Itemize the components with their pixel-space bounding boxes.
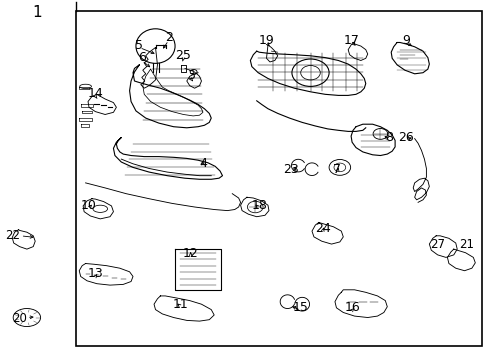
Text: 23: 23 xyxy=(283,163,298,176)
Text: 4: 4 xyxy=(199,157,206,170)
Text: 26: 26 xyxy=(397,131,413,144)
Text: 14: 14 xyxy=(87,87,103,100)
Text: 7: 7 xyxy=(333,163,341,176)
Text: 24: 24 xyxy=(314,222,330,235)
Text: 27: 27 xyxy=(429,238,444,251)
Text: 20: 20 xyxy=(12,312,27,325)
Text: 19: 19 xyxy=(258,34,274,47)
Text: 22: 22 xyxy=(5,229,20,242)
Text: 13: 13 xyxy=(87,267,103,280)
Text: 18: 18 xyxy=(251,199,266,212)
Text: 25: 25 xyxy=(175,49,191,62)
Text: 2: 2 xyxy=(164,31,172,44)
Text: 9: 9 xyxy=(401,34,409,47)
Text: 15: 15 xyxy=(292,301,308,314)
Text: 21: 21 xyxy=(459,238,473,251)
Bar xyxy=(76,11,481,346)
Text: 5: 5 xyxy=(135,39,143,51)
Text: 11: 11 xyxy=(173,298,188,311)
Text: 10: 10 xyxy=(81,199,97,212)
Text: 3: 3 xyxy=(186,69,194,82)
Text: 6: 6 xyxy=(138,51,145,64)
Text: 1: 1 xyxy=(32,5,41,20)
Text: 16: 16 xyxy=(344,301,359,314)
Text: 12: 12 xyxy=(183,247,198,260)
Text: 8: 8 xyxy=(384,131,392,144)
Text: 17: 17 xyxy=(344,34,359,47)
